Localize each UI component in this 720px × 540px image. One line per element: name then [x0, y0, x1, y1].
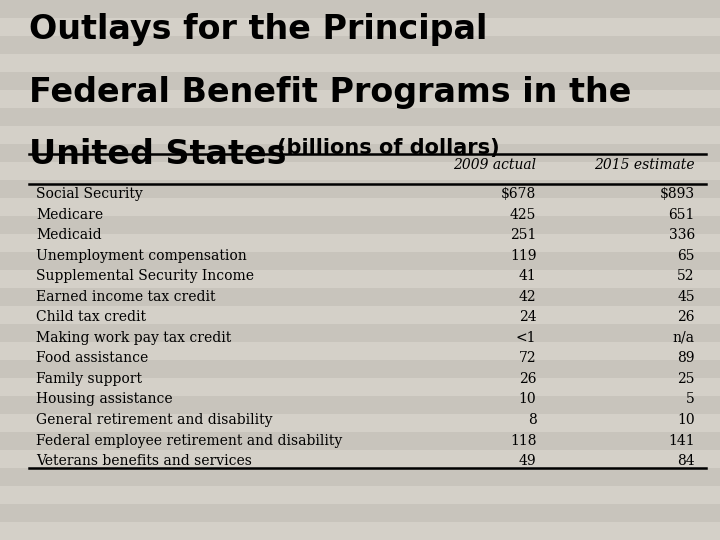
Text: General retirement and disability: General retirement and disability — [36, 413, 272, 427]
Text: $893: $893 — [660, 187, 695, 201]
Text: 336: 336 — [669, 228, 695, 242]
Text: 41: 41 — [518, 269, 536, 284]
Text: 10: 10 — [678, 413, 695, 427]
Text: Medicare: Medicare — [36, 208, 103, 222]
Text: 2009 actual: 2009 actual — [454, 158, 536, 172]
Text: 49: 49 — [519, 454, 536, 468]
Text: 72: 72 — [519, 352, 536, 366]
Text: Veterans benefits and services: Veterans benefits and services — [36, 454, 252, 468]
Text: 651: 651 — [668, 208, 695, 222]
Text: 26: 26 — [678, 310, 695, 325]
Text: 2015 estimate: 2015 estimate — [594, 158, 695, 172]
Text: Earned income tax credit: Earned income tax credit — [36, 290, 215, 304]
Text: Social Security: Social Security — [36, 187, 143, 201]
Text: 10: 10 — [519, 393, 536, 407]
Text: n/a: n/a — [672, 331, 695, 345]
Text: 42: 42 — [519, 290, 536, 304]
Text: 118: 118 — [510, 434, 536, 448]
Text: Unemployment compensation: Unemployment compensation — [36, 249, 247, 263]
Text: Food assistance: Food assistance — [36, 352, 148, 366]
Text: <1: <1 — [516, 331, 536, 345]
Text: 425: 425 — [510, 208, 536, 222]
Text: 25: 25 — [678, 372, 695, 386]
Text: 26: 26 — [519, 372, 536, 386]
Text: $678: $678 — [501, 187, 536, 201]
Text: Supplemental Security Income: Supplemental Security Income — [36, 269, 254, 284]
Text: 119: 119 — [510, 249, 536, 263]
Text: 52: 52 — [678, 269, 695, 284]
Text: United States: United States — [29, 138, 287, 171]
Text: 65: 65 — [678, 249, 695, 263]
Text: 45: 45 — [678, 290, 695, 304]
Text: 8: 8 — [528, 413, 536, 427]
Text: Family support: Family support — [36, 372, 142, 386]
Text: (billions of dollars): (billions of dollars) — [277, 138, 500, 158]
Text: 24: 24 — [519, 310, 536, 325]
Text: Making work pay tax credit: Making work pay tax credit — [36, 331, 231, 345]
Text: Federal employee retirement and disability: Federal employee retirement and disabili… — [36, 434, 342, 448]
Text: 5: 5 — [686, 393, 695, 407]
Text: 141: 141 — [668, 434, 695, 448]
Text: Federal Benefit Programs in the: Federal Benefit Programs in the — [29, 76, 631, 109]
Text: Medicaid: Medicaid — [36, 228, 102, 242]
Text: Child tax credit: Child tax credit — [36, 310, 146, 325]
Text: 84: 84 — [678, 454, 695, 468]
Text: 89: 89 — [678, 352, 695, 366]
Text: Housing assistance: Housing assistance — [36, 393, 173, 407]
Text: Outlays for the Principal: Outlays for the Principal — [29, 14, 487, 46]
Text: 251: 251 — [510, 228, 536, 242]
